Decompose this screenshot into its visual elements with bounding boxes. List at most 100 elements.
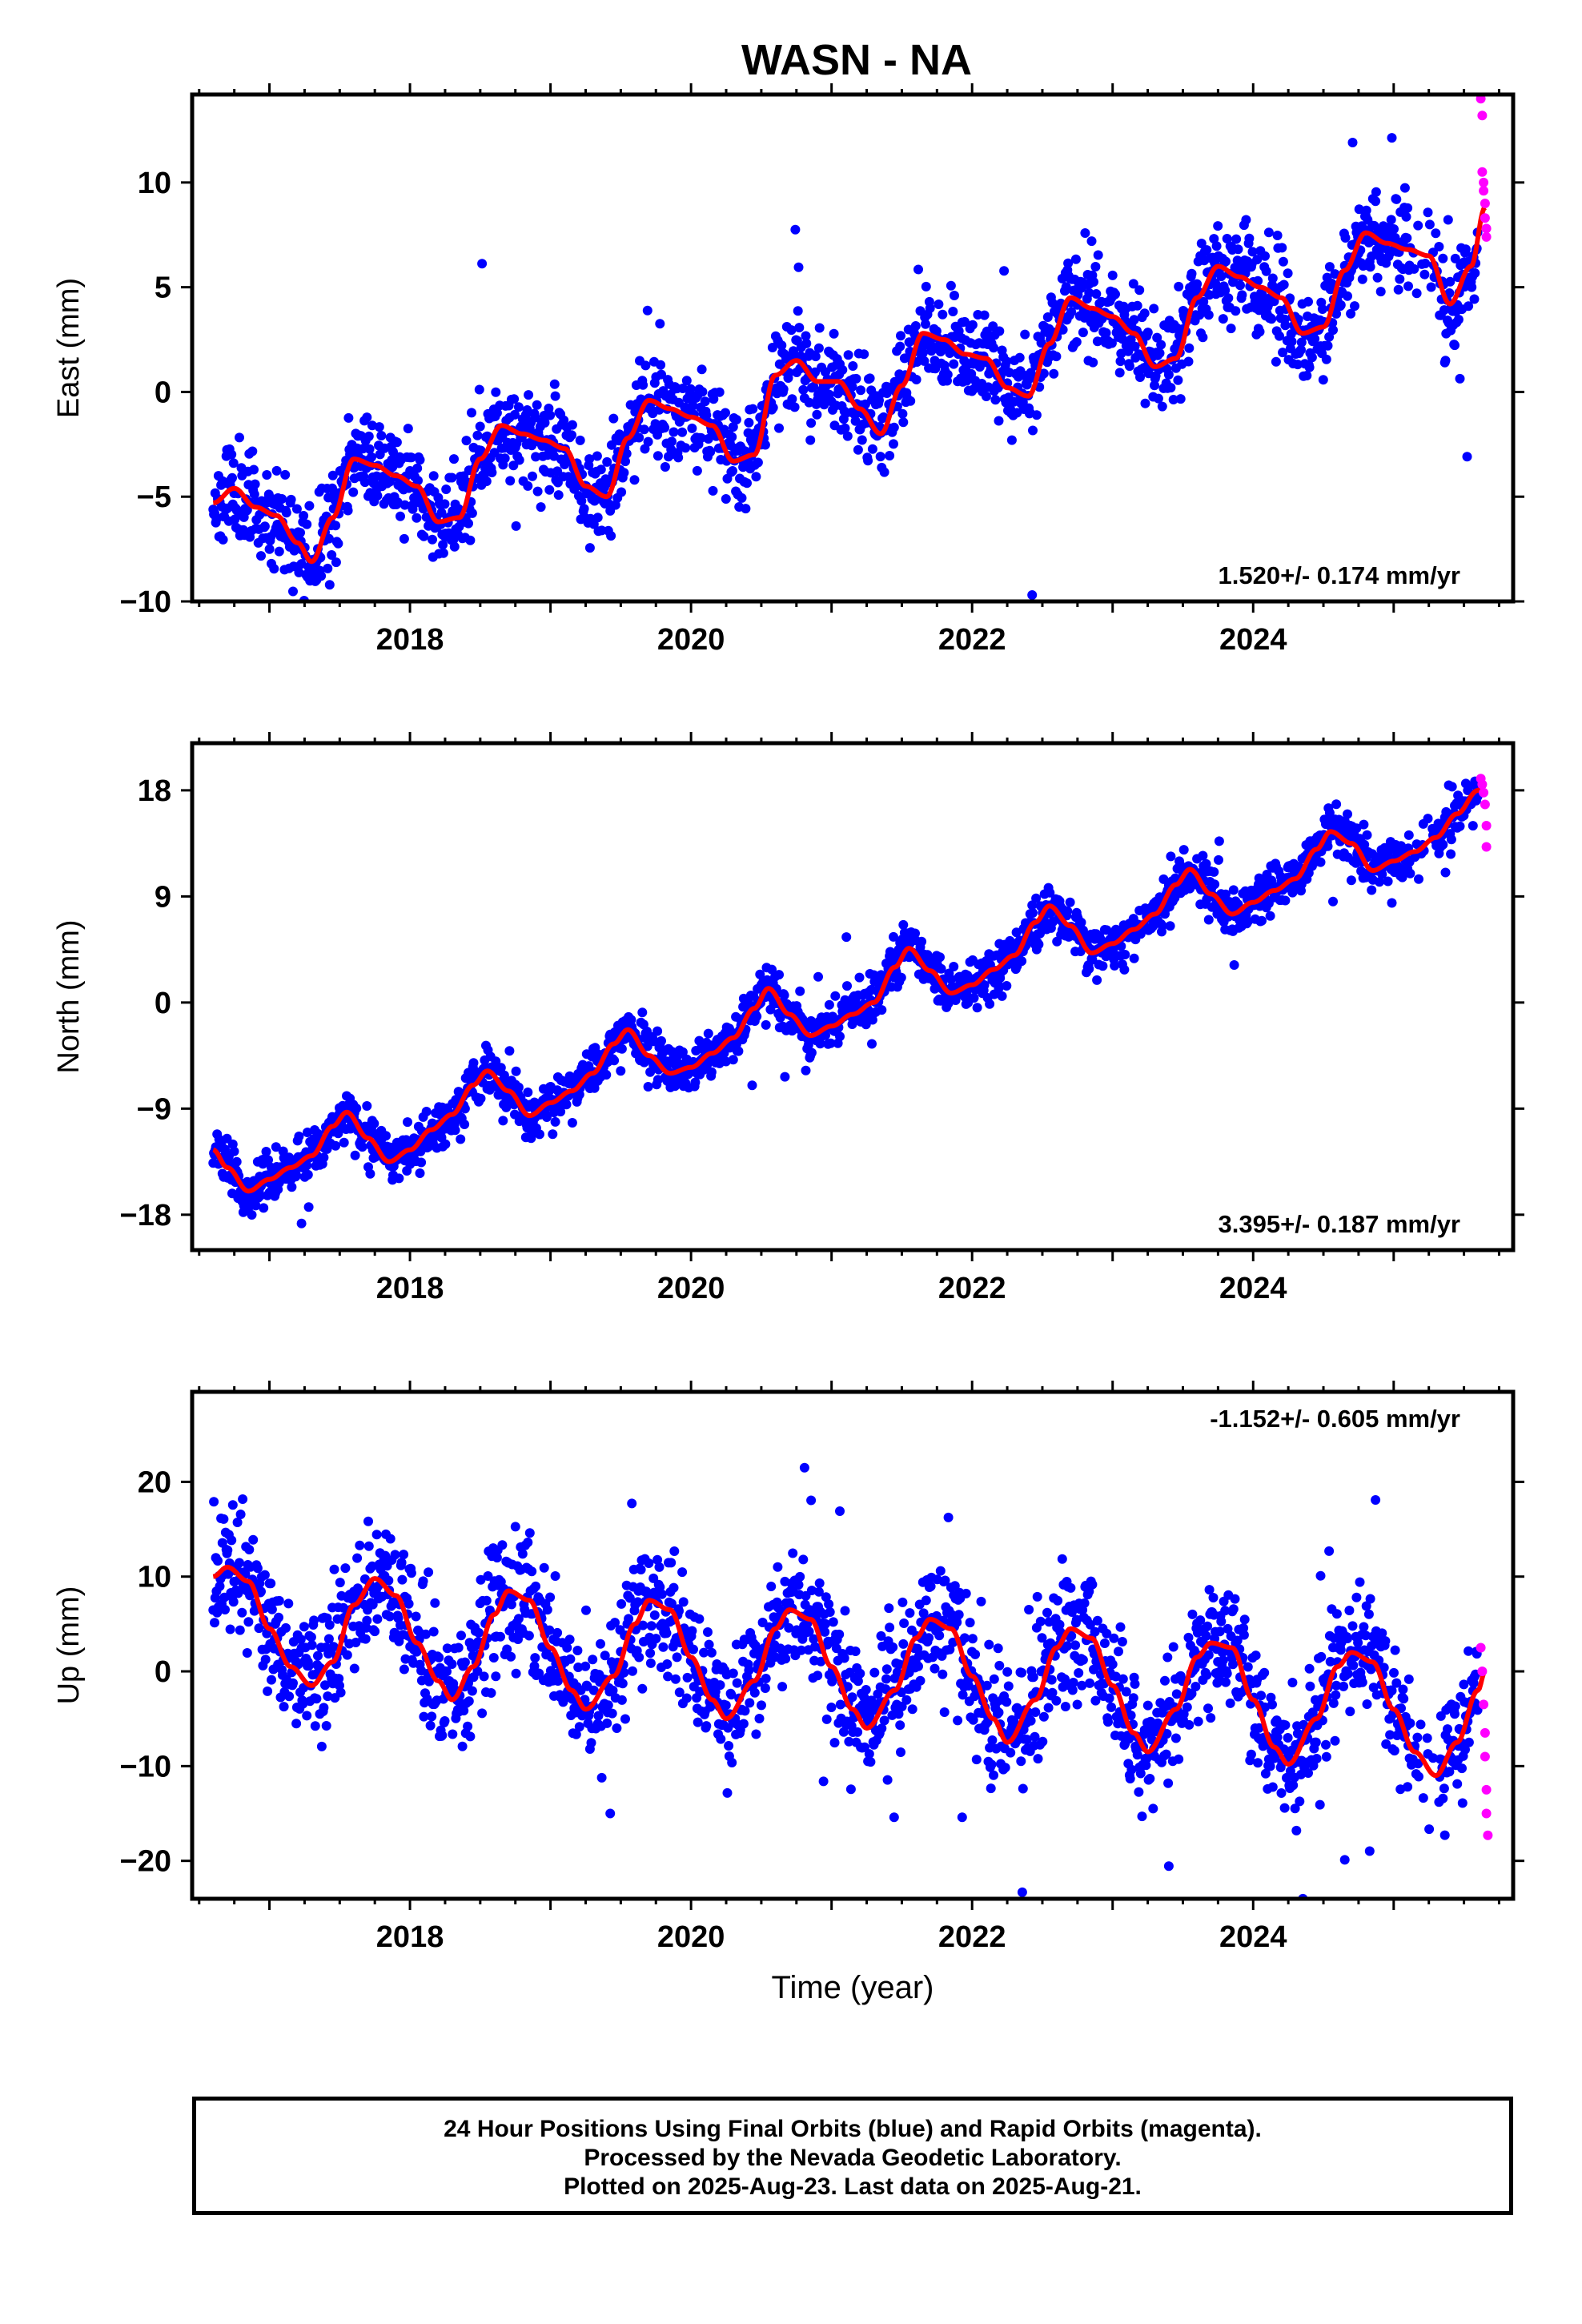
final-orbit-point	[689, 1644, 698, 1655]
final-orbit-point	[251, 1200, 261, 1211]
final-orbit-point	[1196, 239, 1207, 248]
final-orbit-point	[1280, 320, 1291, 331]
final-orbit-point	[399, 1664, 409, 1675]
final-orbit-point	[837, 364, 848, 375]
final-orbit-point	[1359, 819, 1369, 830]
final-orbit-point	[728, 1055, 738, 1065]
final-orbit-point	[754, 1714, 765, 1723]
final-orbit-point	[1310, 334, 1320, 344]
final-orbit-point	[247, 1210, 257, 1220]
final-orbit-point	[1323, 340, 1333, 351]
x-tick-label: 2024	[1219, 623, 1287, 657]
final-orbit-point	[228, 1597, 239, 1607]
rapid-orbit-point	[1479, 186, 1489, 196]
final-orbit-point	[376, 431, 387, 440]
final-orbit-point	[1279, 279, 1289, 290]
final-orbit-point	[639, 424, 649, 435]
final-orbit-point	[283, 1598, 294, 1609]
final-orbit-point	[523, 1088, 533, 1097]
final-orbit-point	[362, 412, 372, 423]
x-tick-label: 2020	[657, 1272, 725, 1305]
final-orbit-point	[556, 1107, 566, 1117]
final-orbit-point	[249, 464, 259, 475]
final-orbit-point	[619, 1667, 629, 1678]
final-orbit-point	[682, 1672, 693, 1683]
final-orbit-point	[295, 528, 305, 538]
final-orbit-point	[1078, 925, 1088, 935]
final-orbit-point	[857, 435, 867, 445]
final-orbit-point	[302, 519, 312, 529]
final-orbit-point	[391, 437, 402, 448]
final-orbit-point	[794, 323, 805, 333]
final-orbit-point	[1002, 356, 1012, 367]
final-orbit-point	[1331, 308, 1342, 319]
final-orbit-point	[1424, 219, 1435, 230]
final-orbit-point	[1233, 899, 1243, 910]
final-orbit-point	[643, 436, 653, 447]
final-orbit-point	[527, 1566, 537, 1577]
final-orbit-point	[1110, 289, 1120, 300]
final-orbit-point	[1084, 963, 1094, 974]
final-orbit-point	[985, 999, 995, 1009]
final-orbit-point	[413, 476, 423, 486]
final-orbit-point	[1292, 360, 1303, 370]
final-orbit-point	[835, 1699, 845, 1710]
final-orbit-point	[418, 1576, 428, 1586]
final-orbit-point	[701, 1721, 712, 1731]
final-orbit-point	[367, 420, 377, 431]
final-orbit-point	[291, 1170, 302, 1180]
final-orbit-point	[1331, 799, 1342, 810]
final-orbit-point	[740, 1706, 750, 1716]
final-orbit-point	[535, 1129, 544, 1140]
final-orbit-point	[513, 1082, 524, 1092]
final-orbit-point	[1091, 289, 1102, 299]
final-orbit-point	[271, 1142, 281, 1152]
final-orbit-point	[727, 1758, 737, 1767]
final-orbit-point	[565, 1654, 576, 1664]
final-orbit-point	[542, 1112, 552, 1122]
final-orbit-point	[637, 1007, 648, 1018]
final-orbit-point	[850, 416, 861, 426]
final-orbit-point	[319, 1703, 329, 1713]
final-orbit-point	[716, 1734, 726, 1744]
final-orbit-point	[215, 1581, 225, 1591]
final-orbit-point	[818, 1776, 829, 1787]
final-orbit-point	[784, 1622, 794, 1633]
final-orbit-point	[1203, 915, 1214, 925]
final-orbit-point	[338, 1602, 348, 1613]
final-orbit-point	[703, 1028, 713, 1039]
final-orbit-point	[403, 1117, 412, 1128]
final-orbit-point	[677, 1047, 688, 1057]
final-orbit-point	[889, 422, 899, 432]
final-orbit-point	[774, 970, 784, 980]
final-orbit-point	[427, 1711, 437, 1722]
final-orbit-point	[548, 1129, 558, 1140]
final-orbit-point	[1395, 274, 1405, 284]
final-orbit-point	[1401, 211, 1411, 222]
rapid-orbit-point	[1479, 177, 1489, 187]
final-orbit-point	[1070, 254, 1081, 264]
final-orbit-point	[532, 486, 543, 497]
final-orbit-point	[310, 1721, 320, 1731]
final-orbit-point	[357, 1142, 367, 1152]
final-orbit-point	[703, 1627, 713, 1637]
final-orbit-point	[1271, 356, 1281, 367]
final-orbit-point	[1166, 383, 1176, 393]
final-orbit-point	[835, 1031, 845, 1042]
final-orbit-point	[616, 1043, 627, 1054]
final-orbit-point	[851, 373, 861, 384]
data-layer	[208, 776, 1487, 1228]
rapid-orbit-point	[1481, 231, 1492, 242]
final-orbit-point	[333, 1128, 343, 1139]
final-orbit-point	[250, 479, 260, 489]
final-orbit-point	[331, 521, 341, 531]
final-orbit-point	[506, 1651, 516, 1662]
final-orbit-point	[821, 1030, 830, 1040]
final-orbit-point	[334, 1674, 344, 1684]
final-orbit-point	[731, 415, 741, 424]
final-orbit-point	[491, 1671, 501, 1682]
final-orbit-point	[801, 338, 812, 348]
final-orbit-point	[545, 1592, 556, 1602]
final-orbit-point	[1218, 314, 1228, 324]
